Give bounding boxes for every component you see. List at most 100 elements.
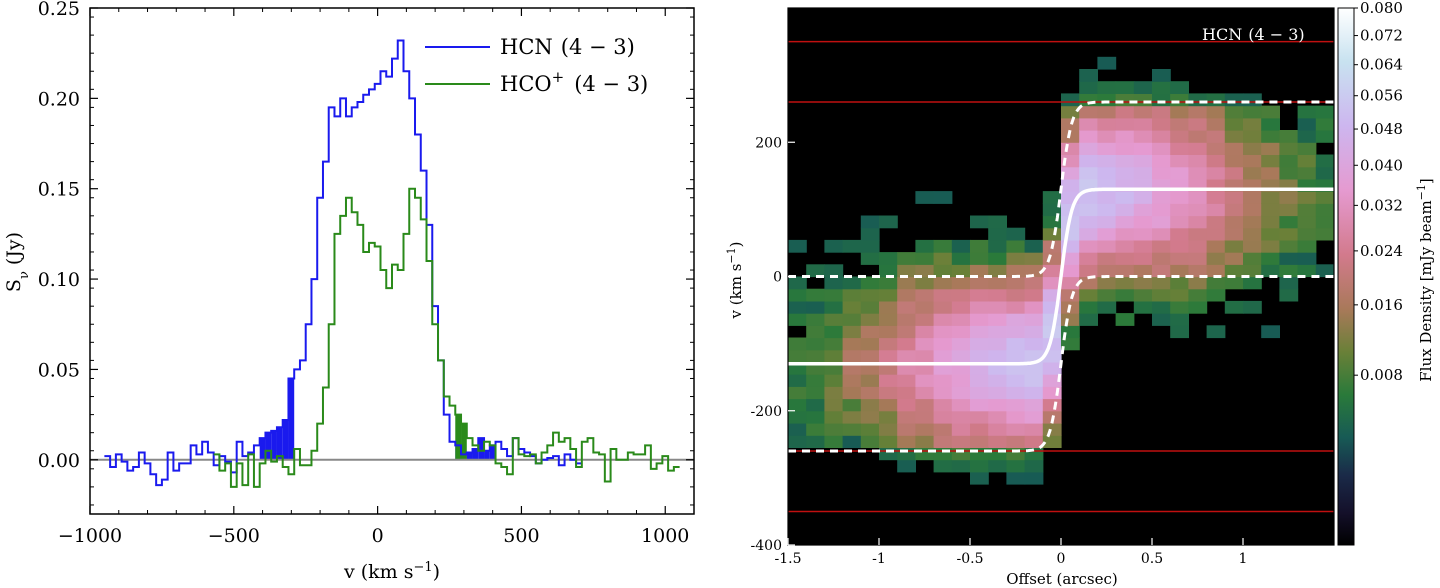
pv-pixel [879,325,898,339]
pv-pixel [1097,154,1117,168]
pv-pixel [1006,447,1026,461]
pv-pixel [860,349,880,363]
pv-pixel [1061,166,1080,180]
pv-pixel [1097,130,1117,143]
pv-pixel [1224,130,1244,143]
pv-pixel [879,215,898,229]
pv-pixel [1297,154,1317,168]
pv-pixel [1133,276,1153,290]
pv-pixel [933,313,953,326]
pv-pixel [1206,117,1226,131]
pv-pixel [1152,288,1171,302]
wing-fill-bar [484,450,490,460]
pv-pixel [1315,130,1334,143]
pv-x-tick-label: 0.5 [1141,551,1163,567]
pv-pixel [1133,191,1153,204]
pv-pixel [1133,264,1153,278]
pv-pixel [1188,130,1208,143]
pv-pixel [915,288,935,302]
pv-pixel [1315,105,1334,119]
pv-pixel [1133,215,1153,229]
legend: HCN (4 − 3) HCO+ (4 − 3) [425,35,648,96]
pv-pixel [933,349,953,363]
pv-pixel [1315,227,1334,241]
pv-pixel [860,325,880,339]
pv-pixel [1170,130,1189,143]
pv-pixel [1224,300,1244,314]
pv-pixel [1079,154,1098,168]
pv-pixel [1115,142,1135,155]
pv-pixel [1152,215,1171,229]
pv-pixel [788,386,807,400]
pv-x-tick-label: 0 [1057,551,1066,567]
pv-pixel [1024,337,1044,351]
rotation-curves [788,100,1334,453]
pv-pixel [806,423,825,436]
pv-pixel [1297,191,1317,204]
pv-pixel [1042,361,1062,375]
pv-pixel [788,423,807,436]
pv-pixel [1170,142,1189,155]
pv-pixel [1224,154,1244,168]
pv-pixel [1261,215,1280,229]
pv-pixel [1097,93,1117,107]
pv-pixel [1097,276,1117,290]
pv-pixel [933,337,953,351]
pv-pixel [1243,191,1262,204]
colorbar-tick-label: 0.016 [1360,296,1403,314]
pv-pixel [1297,203,1317,217]
pv-pixel [1206,203,1226,217]
pv-pixel [1243,264,1262,278]
pv-pixel [1042,423,1062,436]
pv-pixel [1206,154,1226,168]
x-tick-label: 500 [503,525,539,547]
pv-pixel [788,300,807,314]
pv-pixel [1297,166,1317,180]
pv-pixel [824,398,844,412]
pv-pixel [1079,276,1098,290]
pv-pixel [1224,166,1244,180]
rotation-curve [788,187,1334,366]
pv-pixel [1079,142,1098,155]
pv-pixel [1006,410,1026,424]
pv-pixel [806,325,825,339]
wing-fill-bar-green [455,414,462,460]
pv-pixel [951,325,971,339]
pv-pixel [824,349,844,363]
wing-fill-bar [271,430,277,460]
pv-pixel [1315,191,1334,204]
pv-pixel [915,325,935,339]
pv-pixel [1188,276,1208,290]
pv-pixel [933,264,953,278]
pv-pixel [824,325,844,339]
pv-pixel [1152,203,1171,217]
pv-pixel [897,325,916,339]
pv-pixel [1188,300,1208,314]
pv-pixel [1024,276,1044,290]
pv-y-ticks: -400 -200 0 200 [751,135,795,554]
pv-pixel [933,325,953,339]
pv-pixel [1079,227,1098,241]
pv-pixel [1297,227,1317,241]
pv-pixel [1115,288,1135,302]
pv-pixel [1097,239,1117,253]
lower-envelope-curve [788,275,1334,453]
pv-pixel [988,349,1007,363]
pv-pixel [1297,105,1317,119]
pv-pixel [897,374,916,387]
pv-pixel [1261,154,1280,168]
pv-pixel [1188,154,1208,168]
pv-pixel [915,337,935,351]
pv-pixel [1133,81,1153,94]
pv-pixel [1079,166,1098,180]
upper-envelope-curve [788,100,1334,278]
pv-pixel [933,288,953,302]
pv-pixel [1079,264,1098,278]
pv-pixel [1097,288,1117,302]
pv-pixel [1152,154,1171,168]
pv-x-tick-label: -1 [872,551,886,567]
pv-pixel [860,215,880,229]
pv-pixel [1206,105,1226,119]
pv-pixel [951,288,971,302]
pv-pixel [1243,215,1262,229]
